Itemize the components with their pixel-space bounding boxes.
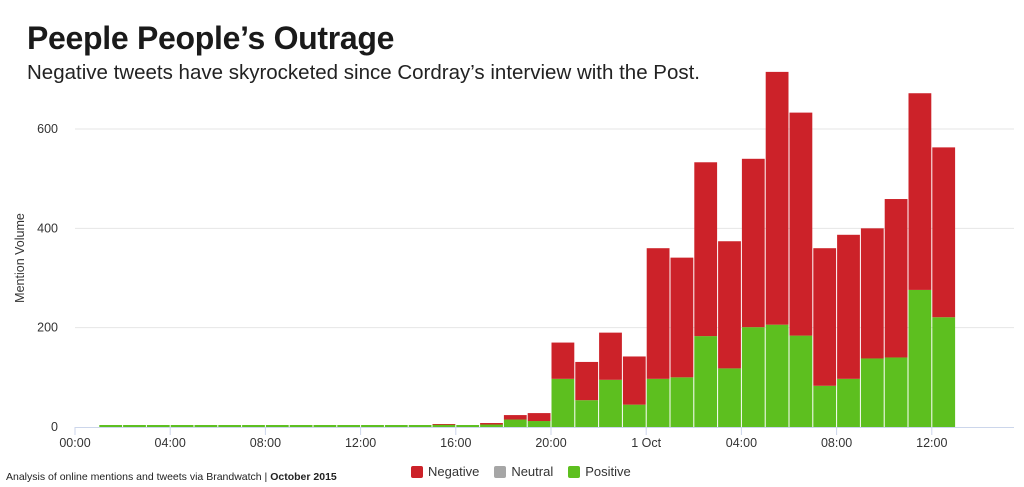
bar-negative[interactable] xyxy=(480,423,503,425)
bar-positive[interactable] xyxy=(337,425,361,427)
bar-positive[interactable] xyxy=(384,425,408,427)
bar-negative[interactable] xyxy=(622,356,646,405)
source-date: October 2015 xyxy=(270,471,337,483)
bar-negative[interactable] xyxy=(741,158,765,328)
bar-positive[interactable] xyxy=(551,378,575,427)
x-tick-label: 08:00 xyxy=(250,436,281,450)
legend-swatch-negative xyxy=(411,465,423,478)
y-tick-label: 200 xyxy=(37,321,58,335)
x-tick-label: 08:00 xyxy=(821,436,852,450)
bar-negative[interactable] xyxy=(503,415,527,420)
bar-positive[interactable] xyxy=(527,421,551,427)
bar-positive[interactable] xyxy=(123,425,146,427)
bar-negative[interactable] xyxy=(670,257,694,378)
bar-positive[interactable] xyxy=(408,425,432,427)
bar-negative[interactable] xyxy=(908,93,932,290)
bar-positive[interactable] xyxy=(860,358,884,427)
bar-negative[interactable] xyxy=(527,413,551,422)
bar-positive[interactable] xyxy=(456,425,480,427)
bar-positive[interactable] xyxy=(146,425,170,427)
source-note: Analysis of online mentions and tweets v… xyxy=(6,471,337,483)
legend-label-positive: Positive xyxy=(585,464,631,479)
bar-negative[interactable] xyxy=(694,162,718,337)
bar-positive[interactable] xyxy=(432,424,456,427)
source-text: Analysis of online mentions and tweets v… xyxy=(6,471,268,483)
bar-positive[interactable] xyxy=(837,378,860,427)
x-tick-label: 1 Oct xyxy=(631,436,661,450)
bar-positive[interactable] xyxy=(694,336,718,427)
x-tick-label: 00:00 xyxy=(59,436,90,450)
legend-item-neutral[interactable]: Neutral xyxy=(494,464,553,479)
bar-positive[interactable] xyxy=(480,424,503,427)
x-tick-label: 20:00 xyxy=(535,436,566,450)
bar-negative[interactable] xyxy=(575,361,599,401)
bar-positive[interactable] xyxy=(575,400,599,427)
bar-positive[interactable] xyxy=(99,425,123,427)
bar-positive[interactable] xyxy=(932,317,956,427)
bar-negative[interactable] xyxy=(813,248,837,386)
y-tick-label: 600 xyxy=(37,122,58,136)
bar-positive[interactable] xyxy=(170,425,194,427)
bars xyxy=(99,71,956,427)
x-axis-ticks: 00:00 04:00 08:00 12:00 16:00 20:00 1 Oct 04:00… xyxy=(59,427,947,450)
bar-negative[interactable] xyxy=(718,241,741,369)
bar-positive[interactable] xyxy=(503,419,527,427)
chart-title: Peeple People’s Outrage xyxy=(27,20,395,56)
bar-positive[interactable] xyxy=(194,425,218,427)
bar-negative[interactable] xyxy=(860,228,884,359)
x-tick-label: 04:00 xyxy=(726,436,757,450)
x-tick-label: 12:00 xyxy=(916,436,947,450)
bar-positive[interactable] xyxy=(265,425,289,427)
bar-positive[interactable] xyxy=(789,335,813,427)
bar-positive[interactable] xyxy=(718,368,741,427)
bar-positive[interactable] xyxy=(599,379,622,427)
legend-swatch-neutral xyxy=(494,465,507,478)
bar-negative[interactable] xyxy=(765,71,789,325)
y-tick-label: 400 xyxy=(37,221,58,235)
bar-positive[interactable] xyxy=(646,378,670,427)
bar-positive[interactable] xyxy=(622,404,646,427)
bar-positive[interactable] xyxy=(242,425,265,427)
bar-negative[interactable] xyxy=(884,199,908,358)
bar-negative[interactable] xyxy=(789,112,813,336)
x-tick-label: 12:00 xyxy=(345,436,376,450)
bar-negative[interactable] xyxy=(837,234,860,379)
bar-negative[interactable] xyxy=(551,342,575,379)
x-tick-label: 16:00 xyxy=(440,436,471,450)
bar-negative[interactable] xyxy=(646,248,670,379)
bar-positive[interactable] xyxy=(765,324,789,427)
y-axis-ticks: 0 200 400 600 xyxy=(37,122,58,434)
legend-swatch-positive xyxy=(568,465,581,478)
legend: Negative Neutral Positive xyxy=(411,464,631,479)
bar-positive[interactable] xyxy=(313,425,337,427)
bar-negative[interactable] xyxy=(599,332,622,380)
bar-positive[interactable] xyxy=(670,377,694,427)
bar-positive[interactable] xyxy=(218,425,242,427)
bar-positive[interactable] xyxy=(361,425,384,427)
legend-item-positive[interactable]: Positive xyxy=(568,464,631,479)
y-tick-label: 0 xyxy=(51,420,58,434)
bar-positive[interactable] xyxy=(884,357,908,427)
legend-label-negative: Negative xyxy=(428,464,480,479)
legend-label-neutral: Neutral xyxy=(511,464,554,479)
bar-negative[interactable] xyxy=(932,147,956,318)
chart-subtitle: Negative tweets have skyrocketed since C… xyxy=(27,61,701,84)
bar-negative[interactable] xyxy=(432,424,456,425)
legend-item-negative[interactable]: Negative xyxy=(411,464,479,479)
y-axis-label: Mention Volume xyxy=(13,213,27,303)
x-tick-label: 04:00 xyxy=(155,436,186,450)
bar-positive[interactable] xyxy=(741,327,765,427)
bar-positive[interactable] xyxy=(908,289,932,427)
bar-positive[interactable] xyxy=(289,425,313,427)
bar-positive[interactable] xyxy=(813,385,837,427)
